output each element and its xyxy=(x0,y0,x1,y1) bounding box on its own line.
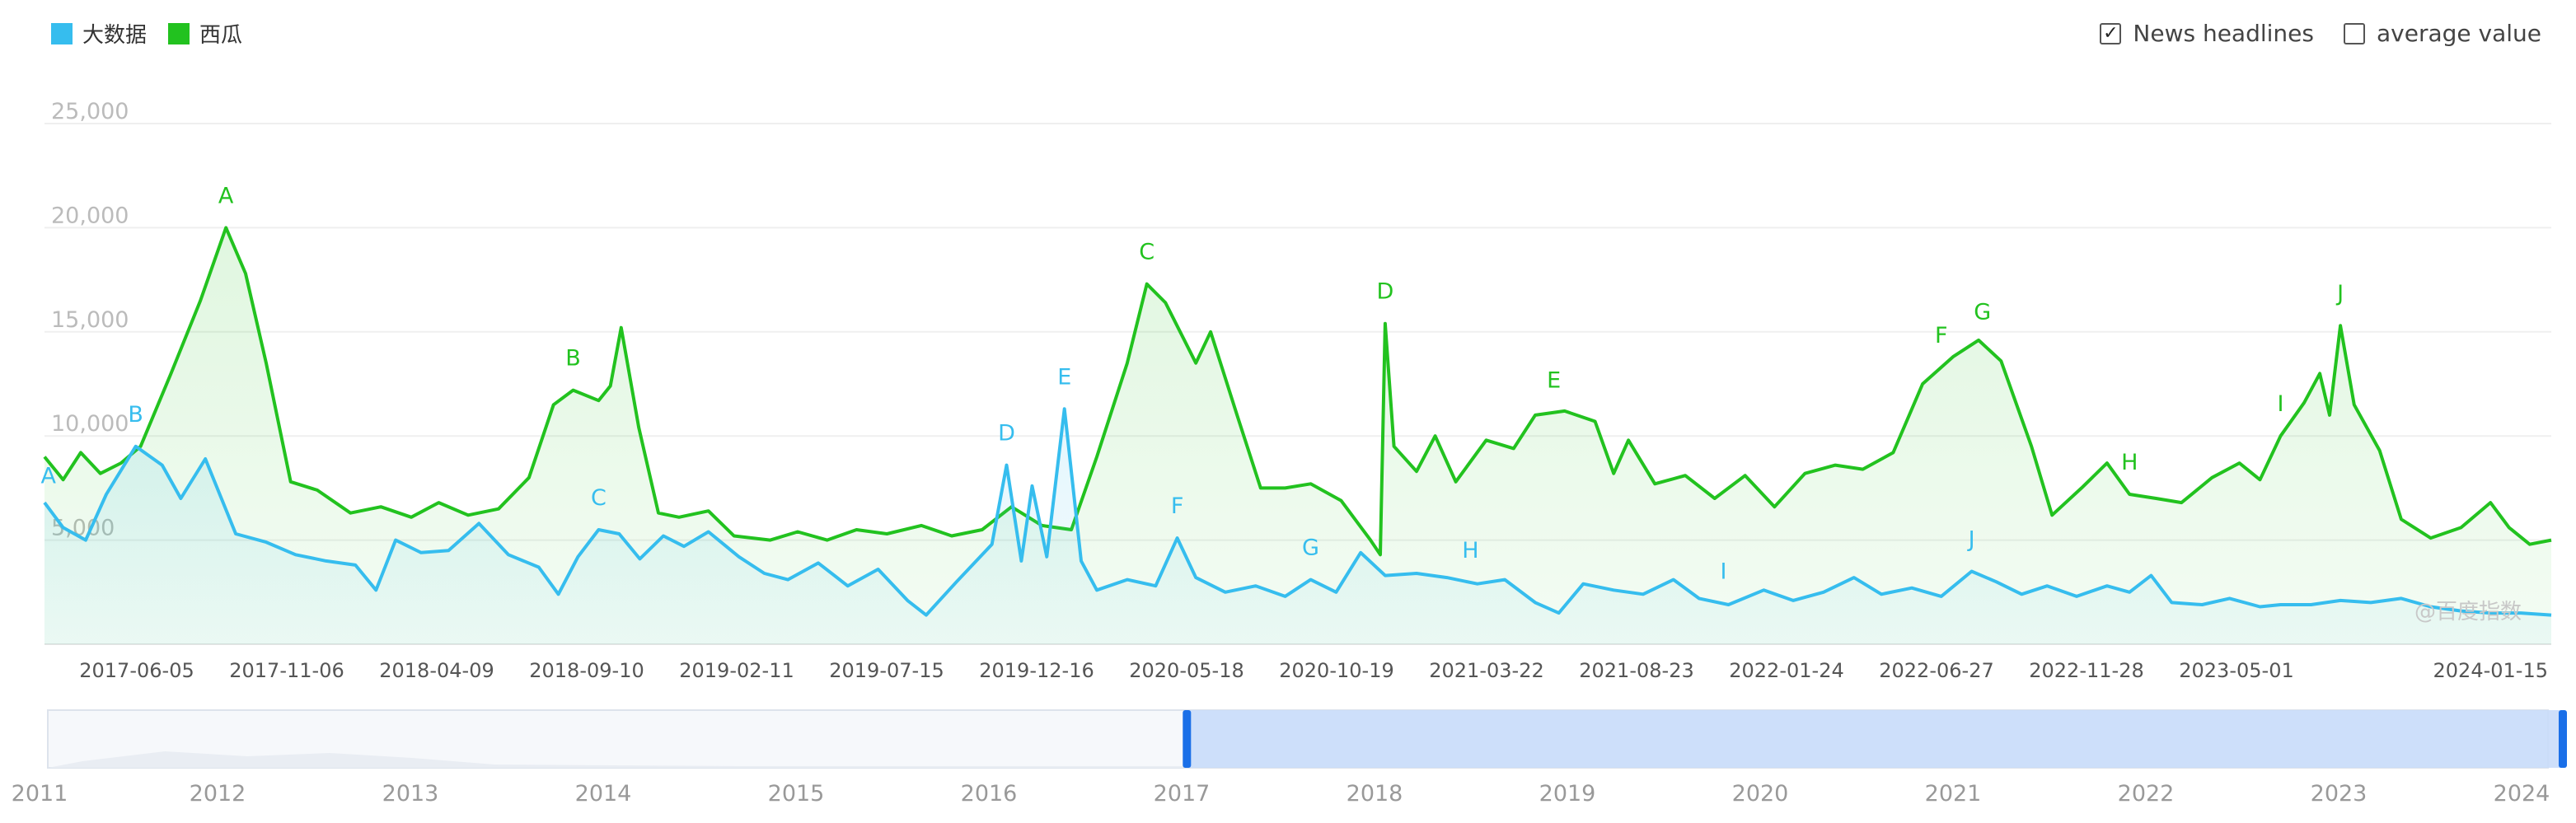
annotation-marker: I xyxy=(2278,391,2284,417)
news-headlines-label: News headlines xyxy=(2133,20,2314,47)
x-tick-label: 2022-06-27 xyxy=(1879,659,1993,682)
overview-year-label: 2012 xyxy=(190,781,246,807)
x-tick-label: 2024-01-15 xyxy=(2433,659,2548,682)
y-tick-label: 10,000 xyxy=(51,411,129,437)
annotation-marker: B xyxy=(565,346,581,372)
legend: 大数据 西瓜 xyxy=(51,18,242,49)
annotation-marker: D xyxy=(998,421,1015,447)
overview-year-label: 2011 xyxy=(12,781,68,807)
overview-year-label: 2013 xyxy=(382,781,439,807)
overview-year-label: 2015 xyxy=(768,781,825,807)
range-handle-left[interactable] xyxy=(1183,710,1192,768)
series-line-xigua xyxy=(43,226,2552,557)
overview-year-label: 2017 xyxy=(1154,781,1211,807)
range-handle-right[interactable] xyxy=(2559,710,2567,768)
annotation-marker: F xyxy=(1171,493,1184,519)
x-tick-label: 2022-11-28 xyxy=(2029,659,2143,682)
overview-year-label: 2022 xyxy=(2118,781,2175,807)
annotation-marker: J xyxy=(2335,281,2344,306)
series-line-dashuju xyxy=(43,407,2552,617)
overview-selection[interactable] xyxy=(1187,710,2563,768)
annotation-marker: J xyxy=(1967,527,1975,553)
annotation-marker: E xyxy=(1057,364,1071,390)
x-tick-label: 2023-05-01 xyxy=(2179,659,2293,682)
x-tick-label: 2019-02-11 xyxy=(679,659,794,682)
y-tick-label: 20,000 xyxy=(51,203,129,228)
x-tick-label: 2019-12-16 xyxy=(979,659,1094,682)
annotation-marker: H xyxy=(2121,450,2138,475)
overview-year-label: 2019 xyxy=(1539,781,1596,807)
x-tick-label: 2017-06-05 xyxy=(79,659,194,682)
annotation-marker: E xyxy=(1547,368,1561,394)
overview-year-label: 2021 xyxy=(1925,781,1982,807)
series-area-dashuju xyxy=(44,409,2551,644)
annotation-marker: G xyxy=(1302,535,1319,561)
annotation-marker: I xyxy=(1721,559,1727,585)
news-headlines-checkbox[interactable]: ✓ xyxy=(2100,22,2122,44)
legend-item-xigua[interactable]: 西瓜 xyxy=(168,18,242,49)
annotation-marker: B xyxy=(128,402,143,428)
legend-swatch-dashuju xyxy=(51,22,73,44)
overview-year-label: 2024 xyxy=(2494,781,2550,807)
y-tick-label: 15,000 xyxy=(51,307,129,333)
x-tick-label: 2019-07-15 xyxy=(829,659,944,682)
overview-year-label: 2020 xyxy=(1732,781,1789,807)
legend-item-dashuju[interactable]: 大数据 xyxy=(51,18,147,49)
x-tick-label: 2021-08-23 xyxy=(1579,659,1693,682)
average-value-label: average value xyxy=(2376,20,2541,47)
average-value-toggle[interactable]: average value xyxy=(2343,20,2541,47)
y-tick-label: 25,000 xyxy=(51,99,129,124)
annotation-marker: A xyxy=(218,183,234,208)
watermark: @百度指数 xyxy=(2414,600,2522,624)
x-tick-label: 2020-10-19 xyxy=(1279,659,1393,682)
legend-label-dashuju: 大数据 xyxy=(82,23,148,48)
annotation-marker: G xyxy=(1974,299,1991,325)
x-tick-label: 2022-01-24 xyxy=(1729,659,1843,682)
legend-label-xigua: 西瓜 xyxy=(199,23,243,48)
overview-silhouette xyxy=(48,751,1195,768)
x-tick-label: 2018-04-09 xyxy=(379,659,494,682)
annotation-marker: F xyxy=(1935,323,1948,348)
chart-options: ✓ News headlines average value xyxy=(2100,20,2541,47)
overview-year-label: 2016 xyxy=(961,781,1018,807)
annotation-marker: C xyxy=(591,485,607,511)
average-value-checkbox[interactable] xyxy=(2343,22,2365,44)
news-headlines-toggle[interactable]: ✓ News headlines xyxy=(2100,20,2314,47)
annotation-marker: A xyxy=(41,463,57,489)
overview-year-label: 2023 xyxy=(2311,781,2368,807)
x-tick-label: 2018-09-10 xyxy=(529,659,644,682)
x-tick-label: 2017-11-06 xyxy=(229,659,344,682)
annotation-marker: C xyxy=(1139,240,1155,265)
x-tick-label: 2020-05-18 xyxy=(1129,659,1244,682)
annotation-marker: D xyxy=(1377,279,1394,305)
overview-year-label: 2018 xyxy=(1347,781,1403,807)
overview-year-label: 2014 xyxy=(575,781,632,807)
x-tick-label: 2021-03-22 xyxy=(1429,659,1543,682)
annotation-marker: H xyxy=(1462,538,1478,563)
legend-swatch-xigua xyxy=(168,22,190,44)
